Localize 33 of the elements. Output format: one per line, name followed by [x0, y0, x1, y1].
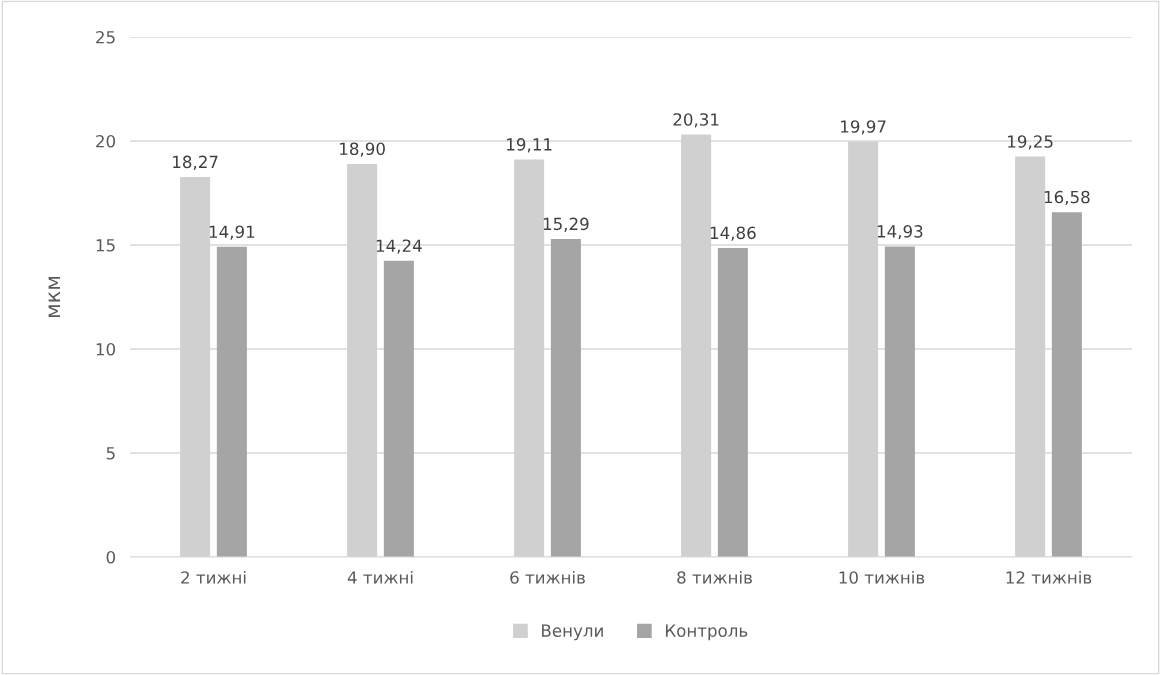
bar [383, 260, 414, 557]
legend-label: Венули [542, 624, 603, 641]
bar [550, 238, 581, 557]
data-label: 19,97 [841, 120, 886, 135]
y-tick-label: 0 [106, 550, 115, 564]
bar [717, 247, 748, 557]
data-label: 14,24 [376, 239, 422, 254]
x-tick-label: 4 тижні [347, 570, 413, 584]
y-tick-label: 25 [96, 30, 115, 44]
data-label: 20,31 [673, 113, 719, 128]
data-label: 18,27 [173, 155, 218, 170]
bar [884, 246, 915, 557]
legend-label: Контроль [665, 624, 748, 641]
x-tick-label: 12 тижнів [1006, 570, 1092, 584]
data-label: 16,58 [1044, 190, 1090, 206]
x-tick-label: 8 тижнів [677, 570, 752, 584]
data-label: 18,90 [340, 142, 385, 157]
data-label: 15,29 [543, 217, 589, 232]
data-label: 14,93 [877, 225, 923, 240]
data-label: 14,86 [710, 226, 756, 241]
data-label: 19,11 [507, 138, 552, 153]
x-tick-label: 10 тижнів [839, 570, 925, 584]
x-tick-label: 6 тижнів [510, 570, 585, 584]
data-label: 14,91 [209, 225, 255, 240]
y-tick-label: 20 [96, 134, 115, 148]
y-axis-title: мкм [48, 276, 61, 318]
y-tick-label: 15 [96, 239, 115, 252]
x-tick-label: 2 тижні [181, 570, 246, 584]
data-label: 19,25 [1008, 135, 1053, 150]
y-tick-label: 5 [106, 447, 115, 460]
bar [216, 246, 247, 557]
y-tick-label: 10 [96, 342, 115, 356]
bar [1051, 212, 1082, 557]
